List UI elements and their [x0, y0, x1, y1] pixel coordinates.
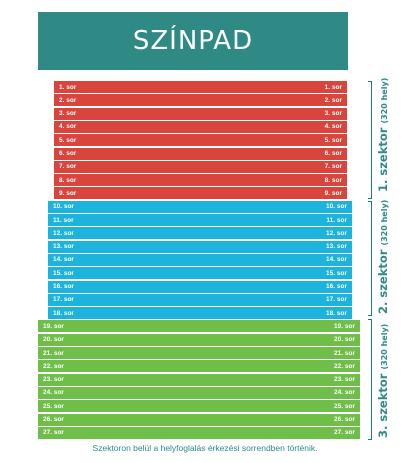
row-label-right: 15. sor	[326, 269, 347, 277]
row-label-left: 27. sor	[43, 429, 64, 437]
row-label-left: 14. sor	[53, 256, 74, 264]
seat-row: 6. sor 6. sor	[54, 147, 347, 160]
sector-2-bracket	[368, 201, 372, 316]
row-label-right: 10. sor	[326, 203, 347, 211]
row-label-right: 24. sor	[334, 389, 355, 397]
row-label-left: 11. sor	[53, 216, 74, 224]
row-label-left: 3. sor	[59, 110, 77, 118]
row-label-left: 22. sor	[43, 362, 64, 370]
seat-row: 17. sor 17. sor	[48, 293, 352, 306]
row-label-right: 14. sor	[326, 256, 347, 264]
row-label-left: 24. sor	[43, 389, 64, 397]
row-label-right: 22. sor	[334, 362, 355, 370]
sector-2-title: 2. szektor	[376, 249, 390, 314]
row-label-left: 18. sor	[53, 309, 74, 317]
row-label-left: 2. sor	[59, 96, 77, 104]
row-label-right: 27. sor	[334, 429, 355, 437]
row-label-left: 19. sor	[43, 322, 64, 330]
row-label-left: 4. sor	[59, 123, 77, 131]
row-label-right: 23. sor	[334, 376, 355, 384]
seat-row: 4. sor 4. sor	[54, 120, 347, 133]
stage-title: SZÍNPAD	[132, 26, 254, 56]
seat-row: 27. sor 27. sor	[38, 426, 360, 439]
sector-1-capacity: (320 hely)	[380, 77, 389, 124]
row-label-right: 6. sor	[324, 150, 342, 157]
sector-1-title: 1. szektor	[376, 127, 390, 192]
row-label-right: 7. sor	[324, 163, 342, 171]
row-label-left: 15. sor	[53, 269, 74, 277]
row-label-left: 5. sor	[59, 136, 77, 144]
seat-row: 12. sor 12. sor	[48, 227, 352, 240]
row-label-right: 1. sor	[324, 83, 342, 91]
row-label-right: 12. sor	[326, 229, 347, 237]
sector-1-bracket	[368, 81, 372, 199]
seat-row: 7. sor 7. sor	[54, 160, 347, 173]
seat-row: 19. sor 19. sor	[38, 320, 360, 333]
seat-row: 26. sor 26. sor	[38, 413, 360, 426]
seat-row: 1. sor 1. sor	[54, 81, 347, 93]
seat-row: 18. sor 18. sor	[48, 307, 352, 320]
row-label-left: 17. sor	[53, 296, 74, 304]
row-label-left: 10. sor	[53, 203, 74, 211]
row-label-left: 9. sor	[59, 189, 77, 197]
row-label-left: 7. sor	[59, 163, 77, 171]
row-label-left: 8. sor	[59, 176, 77, 184]
row-label-left: 26. sor	[43, 416, 64, 423]
stage-banner: SZÍNPAD	[38, 12, 348, 70]
seat-row: 2. sor 2. sor	[54, 94, 347, 107]
row-label-right: 3. sor	[324, 110, 342, 118]
row-label-left: 16. sor	[53, 283, 74, 290]
seat-row: 5. sor 5. sor	[54, 134, 347, 147]
row-label-right: 11. sor	[326, 216, 347, 224]
footnote: Szektoron belül a helyfoglalás érkezési …	[92, 443, 318, 453]
row-label-right: 8. sor	[324, 176, 342, 184]
seat-row: 21. sor 21. sor	[38, 347, 360, 359]
row-label-right: 21. sor	[334, 349, 355, 357]
sector-2-capacity: (320 hely)	[380, 199, 389, 246]
row-label-right: 9. sor	[324, 189, 342, 197]
seat-row: 11. sor 11. sor	[48, 214, 352, 226]
row-label-right: 17. sor	[326, 296, 347, 304]
row-label-right: 18. sor	[326, 309, 347, 317]
seat-row: 3. sor 3. sor	[54, 107, 347, 120]
seat-row: 16. sor 16. sor	[48, 280, 352, 293]
row-label-right: 25. sor	[334, 402, 355, 410]
sector-3-title: 3. szektor	[376, 373, 390, 438]
seat-row: 9. sor 9. sor	[54, 187, 347, 200]
sector-3-capacity: (320 hely)	[380, 323, 389, 370]
row-label-left: 23. sor	[43, 376, 64, 384]
sector-2-label: 2. szektor (320 hely)	[376, 200, 390, 314]
row-label-left: 13. sor	[53, 243, 74, 251]
seat-row: 23. sor 23. sor	[38, 373, 360, 386]
seat-row: 8. sor 8. sor	[54, 174, 347, 187]
seat-row: 24. sor 24. sor	[38, 386, 360, 399]
row-label-right: 5. sor	[324, 136, 342, 144]
seat-row: 25. sor 25. sor	[38, 400, 360, 413]
row-label-left: 25. sor	[43, 402, 64, 410]
sector-1-label: 1. szektor (320 hely)	[376, 78, 390, 192]
row-label-left: 21. sor	[43, 349, 64, 357]
row-label-right: 19. sor	[334, 322, 355, 330]
seat-row: 15. sor 15. sor	[48, 267, 352, 280]
row-label-right: 26. sor	[334, 416, 355, 423]
row-label-right: 16. sor	[326, 283, 347, 290]
row-label-left: 20. sor	[43, 336, 64, 344]
row-label-right: 2. sor	[324, 96, 342, 104]
seat-row: 14. sor 14. sor	[48, 253, 352, 266]
row-label-right: 4. sor	[324, 123, 342, 131]
row-label-right: 13. sor	[326, 243, 347, 251]
sector-3-bracket	[368, 319, 372, 440]
seat-row: 13. sor 13. sor	[48, 240, 352, 253]
row-label-left: 1. sor	[59, 83, 77, 91]
seat-row: 22. sor 22. sor	[38, 360, 360, 373]
row-label-left: 6. sor	[59, 150, 77, 157]
row-label-right: 20. sor	[334, 336, 355, 344]
sector-3-label: 3. szektor (320 hely)	[376, 324, 390, 438]
seat-row: 20. sor 20. sor	[38, 333, 360, 346]
row-label-left: 12. sor	[53, 229, 74, 237]
seat-row: 10. sor 10. sor	[48, 200, 352, 213]
